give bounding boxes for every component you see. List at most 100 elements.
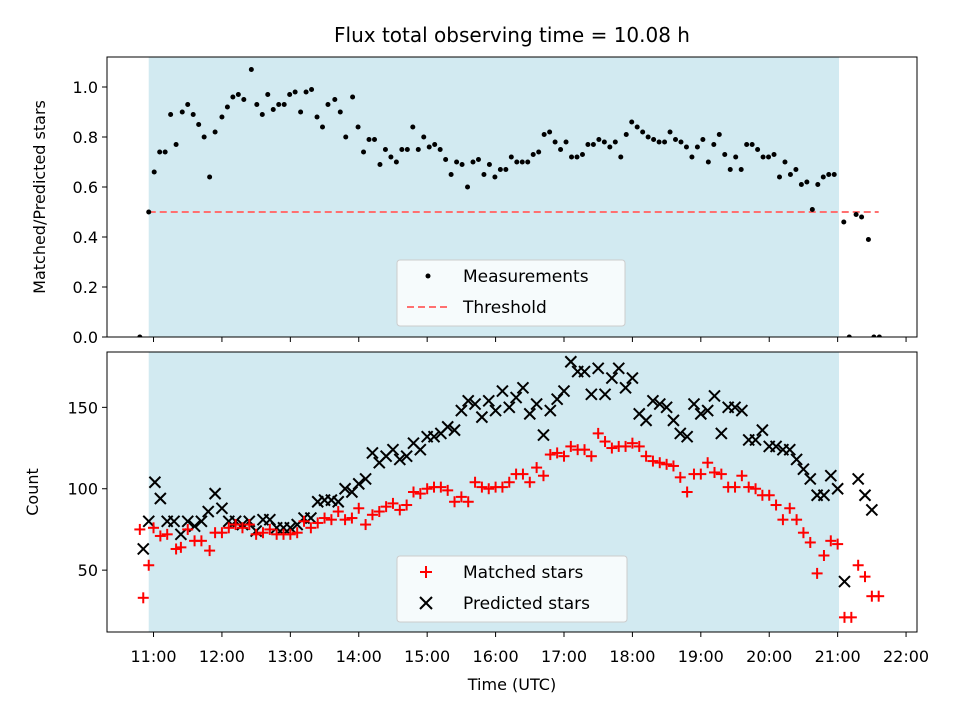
- matched-star-point: [137, 592, 149, 604]
- matched-star-point: [435, 481, 447, 493]
- measurement-point: [454, 159, 460, 165]
- matched-star-point: [366, 509, 378, 521]
- matched-star-point: [811, 567, 823, 579]
- measurement-point: [361, 149, 367, 155]
- matched-star-point: [585, 450, 597, 462]
- bottom-legend: Matched stars Predicted stars: [396, 555, 628, 623]
- matched-star-point: [223, 522, 235, 534]
- measurement-point: [350, 94, 356, 100]
- measurements-legend-marker: [425, 273, 431, 279]
- matched-star-point: [503, 476, 515, 488]
- measurement-point: [388, 154, 394, 160]
- measurement-point: [337, 109, 343, 115]
- matched-star-point: [469, 476, 481, 488]
- measurement-point: [596, 137, 602, 142]
- predicted-star-point: [530, 397, 543, 411]
- measurement-point: [700, 137, 706, 142]
- predicted-star-point: [680, 430, 694, 443]
- matched-star-point: [770, 499, 782, 511]
- matched-star-point: [626, 437, 638, 449]
- predicted-star-point: [564, 355, 578, 368]
- measurement-point: [196, 122, 202, 127]
- predicted-star-point: [154, 492, 167, 505]
- measurement-point: [437, 147, 443, 152]
- measurement-point: [815, 182, 821, 187]
- predicted-star-point: [537, 428, 550, 442]
- predicted-star-point: [735, 404, 749, 417]
- measurement-point: [574, 154, 580, 160]
- matched-star-point: [544, 449, 556, 461]
- matched-star-point: [230, 519, 242, 531]
- matched-star-point: [702, 457, 714, 469]
- matched-star-point: [401, 499, 413, 511]
- predicted-star-point: [804, 472, 817, 486]
- matched-star-point: [170, 543, 182, 555]
- measurement-point: [465, 184, 471, 190]
- matched-star-point: [257, 527, 269, 539]
- matched-star-point: [777, 514, 789, 526]
- matched-stars-points: [134, 427, 885, 623]
- matched-star-point: [654, 457, 666, 469]
- measurement-point: [727, 167, 733, 172]
- measurement-point: [241, 97, 247, 102]
- matched-star-point: [681, 486, 693, 498]
- predicted-star-point: [427, 430, 441, 443]
- predicted-star-point: [605, 371, 619, 385]
- matched-star-point: [421, 483, 433, 495]
- matched-star-point: [250, 528, 262, 540]
- matched-star-point: [729, 481, 741, 493]
- predicted-star-point: [591, 362, 605, 375]
- predicted-star-point: [612, 362, 625, 375]
- predicted-star-point: [202, 505, 215, 518]
- top-axes-frame: [106, 56, 918, 338]
- matched-star-point: [339, 514, 351, 526]
- predicted-star-point: [851, 472, 865, 486]
- measurement-point: [503, 167, 509, 172]
- predicted-stars-legend-label: Predicted stars: [463, 594, 590, 614]
- predicted-star-point: [181, 515, 194, 528]
- measurement-point: [705, 159, 711, 165]
- predicted-star-point: [865, 503, 879, 517]
- matched-star-point: [394, 504, 406, 516]
- measurement-point: [259, 112, 265, 117]
- matched-star-point: [763, 489, 775, 501]
- matched-star-point: [380, 501, 392, 513]
- measurement-point: [443, 157, 449, 162]
- bottom-axes-frame: [106, 351, 918, 633]
- predicted-star-point: [386, 443, 400, 456]
- measurement-point: [410, 124, 416, 130]
- measurement-point: [190, 112, 196, 117]
- predicted-star-point: [824, 469, 838, 482]
- measurement-point: [716, 132, 722, 137]
- matched-star-point: [204, 545, 216, 557]
- predicted-star-point: [509, 391, 523, 404]
- measurement-point: [185, 102, 191, 107]
- measurement-point: [776, 174, 782, 180]
- measurement-point: [612, 139, 618, 145]
- predicted-star-point: [462, 394, 475, 408]
- top-legend-box: [396, 259, 626, 327]
- top-y-ticks: 0.0 0.2 0.4 0.6 0.8 1.0: [73, 78, 107, 347]
- matched-star-point: [353, 502, 365, 514]
- predicted-star-point: [448, 423, 461, 437]
- measurement-point: [876, 334, 882, 337]
- measurement-point: [470, 159, 476, 165]
- x-tick-label: 21:00: [815, 647, 861, 666]
- predicted-star-point: [148, 476, 162, 489]
- measurement-point: [634, 124, 640, 130]
- predicted-star-point: [400, 449, 413, 463]
- measurement-point: [137, 334, 143, 337]
- measurement-point: [382, 147, 388, 152]
- measurement-point: [377, 162, 383, 167]
- measurement-point: [733, 154, 739, 160]
- measurement-point: [683, 144, 689, 150]
- matched-star-point: [818, 549, 830, 561]
- measurements-legend-label: Measurements: [463, 267, 589, 287]
- matched-star-point: [346, 512, 358, 524]
- y-tick-label: 50: [78, 561, 98, 580]
- matched-star-point: [476, 481, 488, 493]
- measurement-point: [782, 159, 788, 165]
- measurement-point: [508, 154, 514, 160]
- matched-star-point: [387, 497, 399, 509]
